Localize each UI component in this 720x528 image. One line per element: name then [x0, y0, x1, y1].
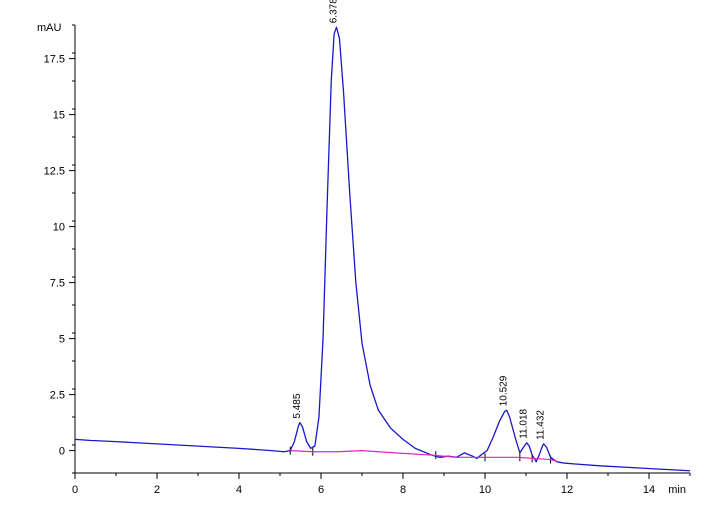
chart-svg: 0 2 4 6 8 10 12 14 min 0 2.5 5 7.5 10 12.5 15 17.5 mAU 5.4… — [0, 0, 720, 528]
peak-label: 6.378 — [328, 0, 339, 23]
peak-label: 5.485 — [292, 393, 303, 418]
peak-label: 11.432 — [536, 410, 547, 440]
y-tick-label: 5 — [59, 334, 65, 346]
y-axis-label: mAU — [37, 22, 62, 34]
y-tick-label: 10 — [53, 222, 65, 234]
y-tick-label: 15 — [53, 110, 65, 122]
peak-label: 10.529 — [499, 375, 510, 406]
y-tick-label: 7.5 — [50, 278, 65, 290]
x-tick-label: 10 — [479, 484, 491, 496]
x-tick-label: 14 — [643, 484, 655, 496]
x-tick-label: 8 — [400, 484, 406, 496]
x-tick-label: 0 — [72, 484, 78, 496]
y-tick-label: 17.5 — [44, 54, 65, 66]
y-tick-label: 2.5 — [50, 390, 65, 402]
x-tick-label: 6 — [318, 484, 324, 496]
x-tick-label: 4 — [236, 484, 242, 496]
x-axis-label: min — [668, 484, 686, 496]
y-tick-label: 0 — [59, 446, 65, 458]
chromatogram-chart: 0 2 4 6 8 10 12 14 min 0 2.5 5 7.5 10 12.5 15 17.5 mAU 5.4… — [0, 0, 720, 528]
y-tick-label: 12.5 — [44, 166, 65, 178]
x-tick-label: 2 — [154, 484, 160, 496]
x-tick-label: 12 — [561, 484, 573, 496]
peak-label: 11.018 — [519, 408, 530, 438]
